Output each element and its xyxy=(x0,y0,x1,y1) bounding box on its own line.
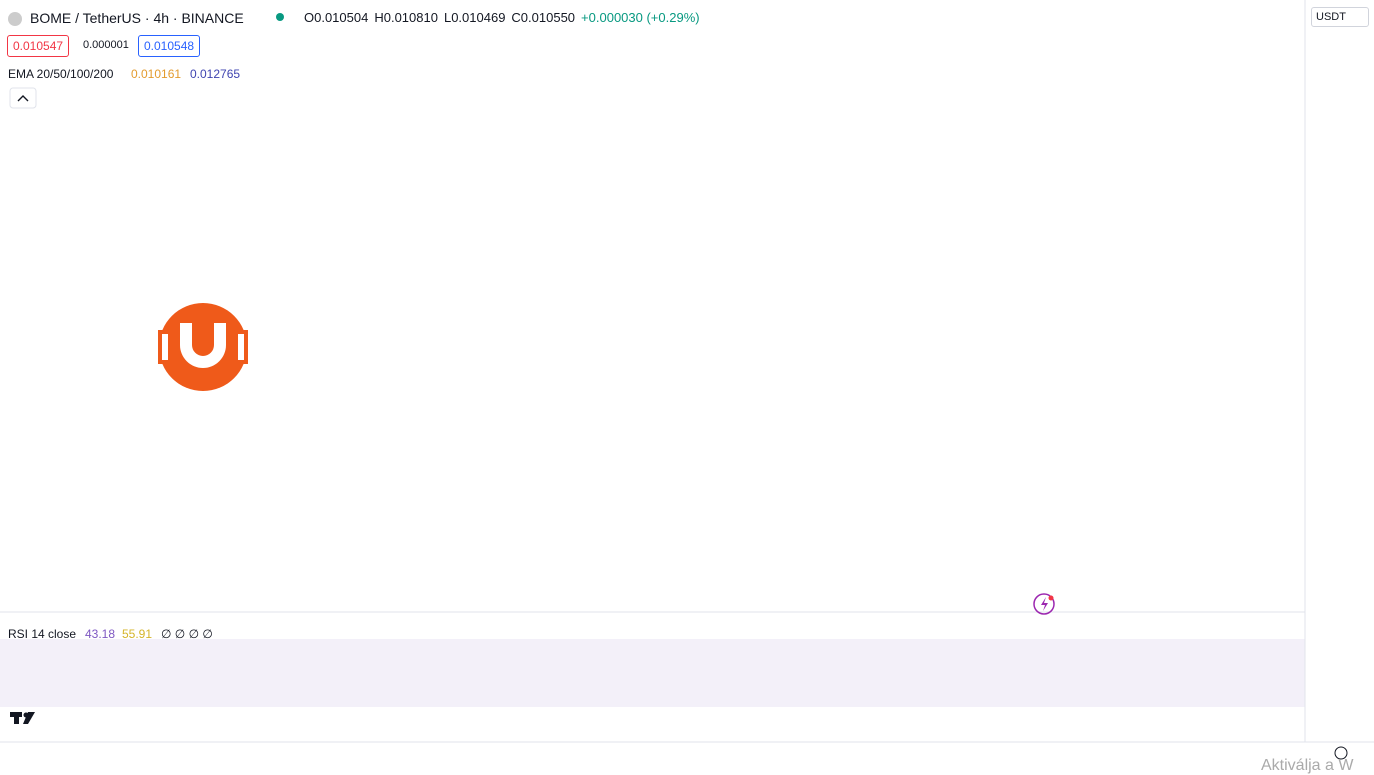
ohlc-value: H0.010810 xyxy=(374,10,438,25)
ohlc-value: C0.010550 xyxy=(511,10,576,25)
alert-icon[interactable] xyxy=(1033,593,1055,615)
rsi-value: 43.18 xyxy=(85,627,116,641)
alert-bolt xyxy=(1041,597,1048,611)
spread: 0.000001 xyxy=(83,39,129,51)
ema-value: 0.012765 xyxy=(190,67,241,81)
collapse-button[interactable] xyxy=(9,87,37,109)
watermark: Aktiválja a W xyxy=(1261,757,1354,774)
rsi-band xyxy=(0,639,1305,707)
symbol-icon xyxy=(8,10,22,26)
sell-price[interactable]: 0.010547 xyxy=(7,35,70,57)
currency-select[interactable]: USDT xyxy=(1311,7,1369,27)
collapse-icon xyxy=(17,95,29,102)
ohlc: O0.010504 H0.010810 L0.010469 C0.010550 +0.0… xyxy=(304,10,706,25)
ohlc-value: O0.010504 xyxy=(304,10,369,25)
buy-price[interactable]: 0.010548 xyxy=(138,35,201,57)
tv-logo xyxy=(10,712,35,724)
ema-label: EMA 20/50/100/200 xyxy=(8,67,114,81)
ohlc-value: +0.000030 (+0.29%) xyxy=(581,10,700,25)
rsi-label: RSI 14 close xyxy=(8,627,77,641)
alert-dot xyxy=(1048,595,1054,601)
settings-icon[interactable] xyxy=(1334,746,1348,760)
rsi-ma-value: 55.91 xyxy=(122,627,153,641)
bome-logo xyxy=(158,303,248,391)
symbol: BOME / TetherUS · 4h · BINANCE xyxy=(30,10,244,26)
rsi-extra: ∅ ∅ ∅ ∅ xyxy=(161,627,213,641)
ema-value: 0.010161 xyxy=(131,67,182,81)
status-dot xyxy=(276,13,284,21)
ohlc-value: L0.010469 xyxy=(443,10,506,25)
